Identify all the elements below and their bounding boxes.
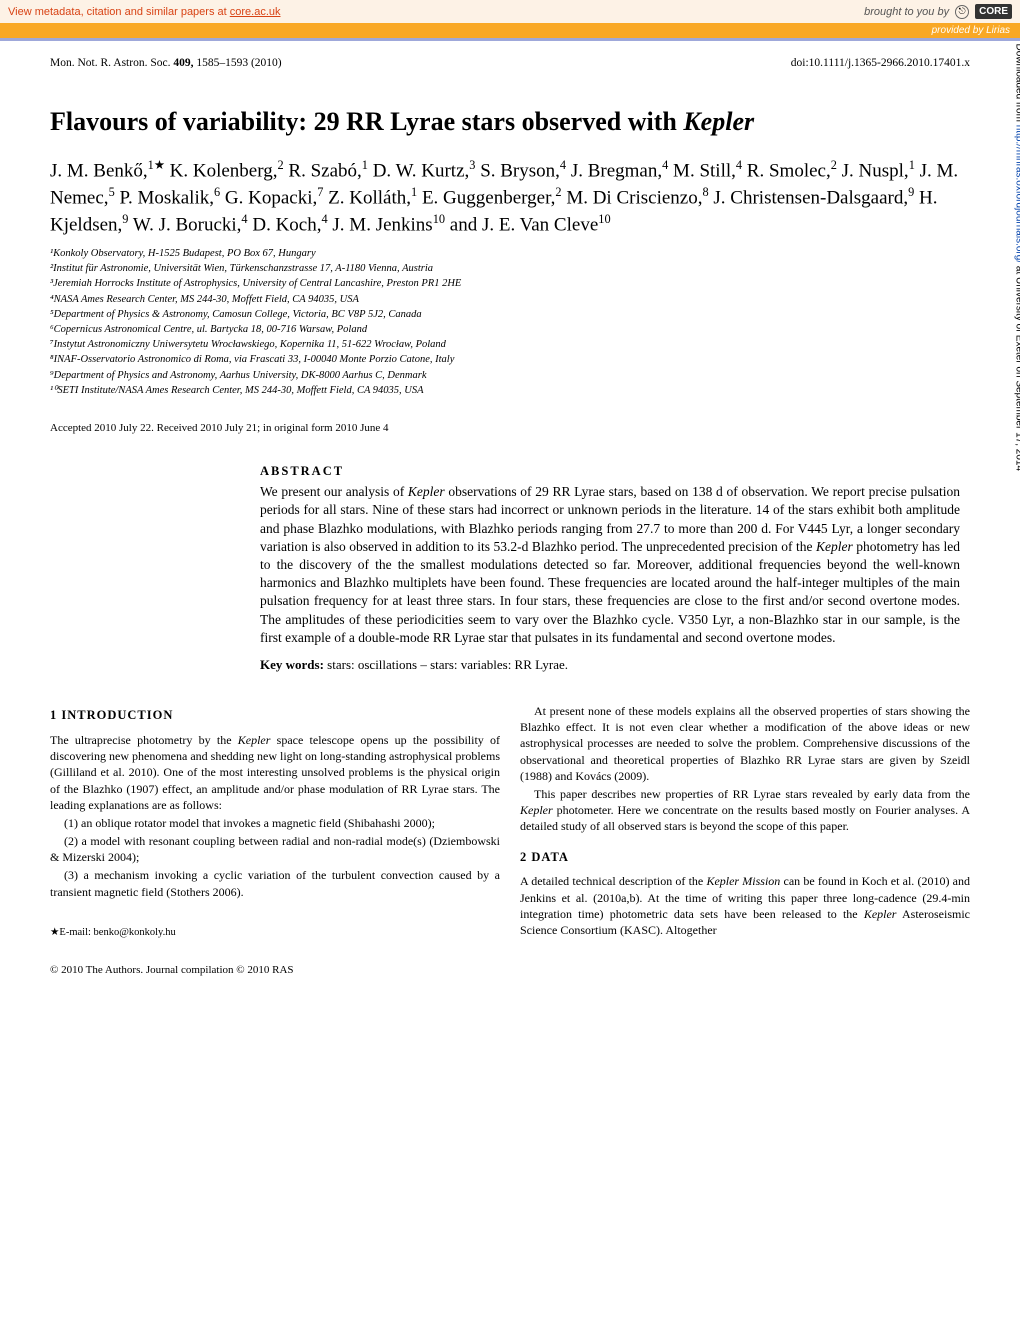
core-icon: ⎋ bbox=[955, 5, 969, 19]
affil-4: ⁴NASA Ames Research Center, MS 244-30, M… bbox=[50, 292, 970, 307]
section-1-heading: 1 INTRODUCTION bbox=[50, 707, 500, 724]
abstract-block: ABSTRACT We present our analysis of Kepl… bbox=[260, 464, 960, 673]
copyright: © 2010 The Authors. Journal compilation … bbox=[50, 964, 970, 976]
journal-ref: Mon. Not. R. Astron. Soc. 409, 1585–1593… bbox=[50, 57, 282, 69]
affil-9: ⁹Department of Physics and Astronomy, Aa… bbox=[50, 368, 970, 383]
lirias-banner: provided by Lirias bbox=[0, 23, 1020, 38]
affil-3: ³Jeremiah Horrocks Institute of Astrophy… bbox=[50, 276, 970, 291]
affil-10: ¹⁰SETI Institute/NASA Ames Research Cent… bbox=[50, 383, 970, 398]
journal-header: Mon. Not. R. Astron. Soc. 409, 1585–1593… bbox=[50, 57, 970, 69]
s1-p1: The ultraprecise photometry by the Keple… bbox=[50, 732, 500, 813]
title-prefix: Flavours of variability: 29 RR Lyrae sta… bbox=[50, 107, 683, 136]
s1-p4: (3) a mechanism invoking a cyclic variat… bbox=[50, 867, 500, 899]
affil-1: ¹Konkoly Observatory, H-1525 Budapest, P… bbox=[50, 246, 970, 261]
core-link[interactable]: core.ac.uk bbox=[230, 6, 281, 18]
s1-p5: At present none of these models explains… bbox=[520, 703, 970, 784]
s1-p3: (2) a model with resonant coupling betwe… bbox=[50, 833, 500, 865]
core-logo[interactable]: CORE bbox=[975, 4, 1012, 19]
affil-5: ⁵Department of Physics & Astronomy, Camo… bbox=[50, 307, 970, 322]
journal-volume: 409, bbox=[173, 57, 193, 69]
abstract-text: We present our analysis of Kepler observ… bbox=[260, 483, 960, 647]
column-right: At present none of these models explains… bbox=[520, 703, 970, 940]
body-columns: 1 INTRODUCTION The ultraprecise photomet… bbox=[50, 703, 970, 940]
journal-name: Mon. Not. R. Astron. Soc. bbox=[50, 57, 173, 69]
title-italic: Kepler bbox=[683, 107, 754, 136]
affil-2: ²Institut für Astronomie, Universität Wi… bbox=[50, 261, 970, 276]
sidebar-suffix: at University of Exeter on September 17,… bbox=[1013, 263, 1020, 471]
core-banner: View metadata, citation and similar pape… bbox=[0, 0, 1020, 23]
abstract-heading: ABSTRACT bbox=[260, 464, 960, 479]
sidebar-url[interactable]: http://mnras.oxfordjournals.org/ bbox=[1013, 125, 1020, 263]
affil-7: ⁷Instytut Astronomiczny Uniwersytetu Wro… bbox=[50, 337, 970, 352]
download-sidebar: Downloaded from http://mnras.oxfordjourn… bbox=[1013, 44, 1020, 471]
s1-p6: This paper describes new properties of R… bbox=[520, 786, 970, 835]
accepted-dates: Accepted 2010 July 22. Received 2010 Jul… bbox=[50, 422, 970, 434]
doi: doi:10.1111/j.1365-2966.2010.17401.x bbox=[791, 57, 970, 69]
core-brought-by: brought to you by bbox=[864, 6, 949, 18]
footnote-email: ★E-mail: benko@konkoly.hu bbox=[50, 926, 500, 940]
core-metadata-link[interactable]: View metadata, citation and similar pape… bbox=[8, 6, 281, 18]
section-2-heading: 2 DATA bbox=[520, 849, 970, 866]
s2-p1: A detailed technical description of the … bbox=[520, 873, 970, 938]
journal-pages: 1585–1593 (2010) bbox=[193, 57, 281, 69]
authors: J. M. Benkő,1★ K. Kolenberg,2 R. Szabó,1… bbox=[50, 157, 970, 238]
core-left-prefix: View metadata, citation and similar pape… bbox=[8, 6, 230, 18]
s1-p2: (1) an oblique rotator model that invoke… bbox=[50, 815, 500, 831]
article-title: Flavours of variability: 29 RR Lyrae sta… bbox=[50, 107, 970, 137]
affil-6: ⁶Copernicus Astronomical Centre, ul. Bar… bbox=[50, 322, 970, 337]
lirias-text: provided by Lirias bbox=[932, 25, 1010, 36]
affil-8: ⁸INAF-Osservatorio Astronomico di Roma, … bbox=[50, 352, 970, 367]
keywords-label: Key words: bbox=[260, 657, 327, 672]
affiliations: ¹Konkoly Observatory, H-1525 Budapest, P… bbox=[50, 246, 970, 398]
keywords-text: stars: oscillations – stars: variables: … bbox=[327, 657, 568, 672]
column-left: 1 INTRODUCTION The ultraprecise photomet… bbox=[50, 703, 500, 940]
sidebar-prefix: Downloaded from bbox=[1013, 44, 1020, 125]
core-right: brought to you by ⎋ CORE bbox=[864, 4, 1012, 19]
page-content: Downloaded from http://mnras.oxfordjourn… bbox=[0, 41, 1020, 1006]
keywords: Key words: stars: oscillations – stars: … bbox=[260, 657, 960, 673]
